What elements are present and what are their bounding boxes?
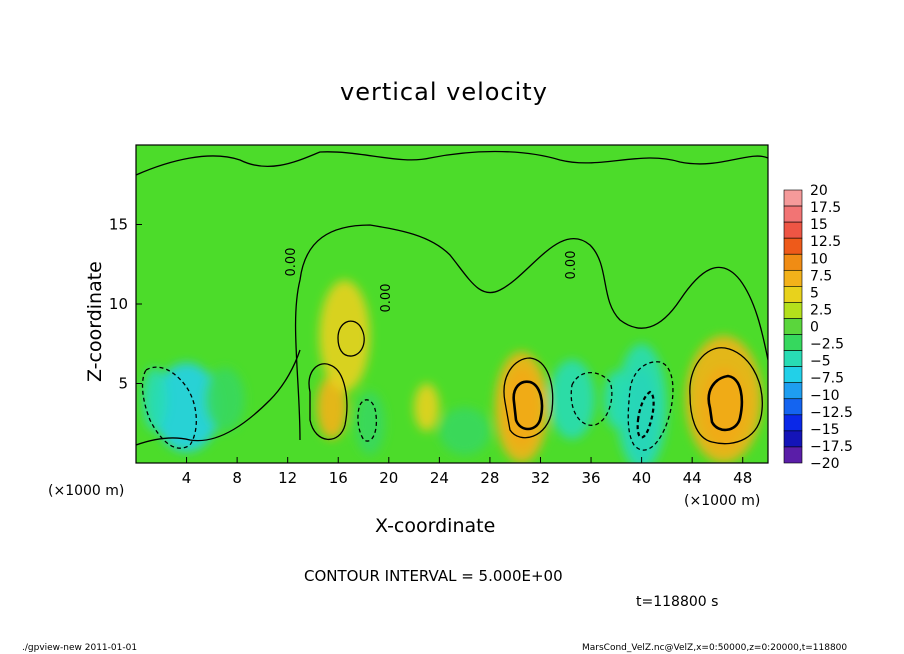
contour-interval: CONTOUR INTERVAL = 5.000E+00: [304, 567, 563, 585]
contour-label-1: 0.00: [564, 251, 579, 280]
colorbar-label-11: −7.5: [810, 371, 844, 387]
x-tick-label-8: 8: [232, 469, 242, 487]
contour-ring-30: [503, 357, 554, 439]
x-tick-label-12: 12: [278, 469, 297, 487]
colorbar-label-13: −12.5: [810, 405, 853, 421]
x-unit-right: (×1000 m): [684, 493, 761, 509]
x-tick-label-24: 24: [430, 469, 449, 487]
field-blob-8: [494, 351, 549, 463]
zero-contour-left: [136, 349, 301, 446]
colorbar-label-12: −10: [810, 388, 840, 404]
colorbar-label-0: 20: [810, 183, 828, 199]
colorbar-label-5: 7.5: [810, 268, 832, 284]
contour-ring-upper16: [337, 320, 365, 357]
colorbar-label-9: −2.5: [810, 337, 844, 353]
colorbar-swatch-11: [783, 366, 803, 384]
colorbar-label-16: −20: [810, 456, 840, 472]
field-blob-14: [685, 335, 762, 463]
colorbar-label-4: 10: [810, 251, 828, 267]
field-blob-12: [616, 343, 667, 463]
x-tick-label-16: 16: [329, 469, 348, 487]
colorbar-swatch-13: [783, 398, 803, 416]
colorbar-swatch-4: [783, 253, 803, 271]
colorbar-label-8: 0: [810, 320, 819, 336]
x-tick-label-44: 44: [683, 469, 702, 487]
field-blob-2: [204, 367, 245, 432]
x-tick-label-32: 32: [531, 469, 550, 487]
colorbar-swatch-15: [783, 430, 803, 448]
field-blob-15: [439, 407, 490, 456]
zero-contour-mid: [294, 224, 768, 441]
contour-label-2: 0.00: [379, 284, 394, 313]
y-axis-label: Z-coordinate: [84, 261, 106, 382]
colorbar-swatch-0: [783, 189, 803, 207]
colorbar-swatch-2: [783, 221, 803, 239]
time-stamp: t=118800 s: [636, 594, 719, 610]
x-tick-label-28: 28: [480, 469, 499, 487]
chart-title: vertical velocity: [340, 78, 548, 106]
colorbar-swatch-12: [783, 382, 803, 400]
footer-left: ./gpview-new 2011-01-01: [22, 643, 138, 653]
zero-contour-upper: [136, 150, 768, 176]
x-tick-label-20: 20: [379, 469, 398, 487]
colorbar-swatch-1: [783, 205, 803, 223]
contour-ring-46: [689, 347, 763, 445]
colorbar-swatch-10: [783, 350, 803, 367]
contour-ring-30-inner: [512, 380, 544, 431]
footer-right: MarsCond_VelZ.nc@VelZ,x=0:50000,z=0:2000…: [582, 643, 848, 653]
colorbar-label-15: −17.5: [810, 439, 853, 455]
colorbar-swatch-14: [783, 414, 803, 432]
x-axis-label: X-coordinate: [375, 515, 496, 537]
y-tick-label-10: 10: [109, 295, 128, 313]
y-tick-label-15: 15: [109, 216, 128, 234]
colorbar-label-14: −15: [810, 422, 840, 438]
y-tick-label-5: 5: [118, 375, 128, 393]
contour-label-0: 0.00: [284, 248, 299, 277]
colorbar-label-7: 2.5: [810, 302, 832, 318]
field-blob-1: [142, 367, 168, 432]
contour-ring-46-inner: [707, 374, 744, 432]
colorbar-swatch-7: [783, 302, 803, 319]
plot-area: [136, 145, 768, 463]
field-blob-3: [316, 375, 348, 440]
contour-ring-16: [308, 363, 348, 441]
contour-dashed-18: [357, 399, 378, 442]
colorbar-swatch-9: [783, 334, 803, 351]
x-tick-label-48: 48: [733, 469, 752, 487]
x-tick-label-36: 36: [581, 469, 600, 487]
field-blob-0: [153, 362, 220, 452]
colorbar-label-1: 17.5: [810, 200, 841, 216]
x-tick-label-40: 40: [632, 469, 651, 487]
colorbar-swatch-3: [783, 237, 803, 255]
x-unit-left: (×1000 m): [48, 483, 125, 499]
colorbar-label-10: −5: [810, 354, 831, 370]
field-blob-6: [414, 383, 440, 432]
colorbar-label-3: 12.5: [810, 234, 841, 250]
colorbar-swatch-8: [783, 318, 803, 335]
colorbar-swatch-6: [783, 286, 803, 303]
colorbar-swatch-16: [783, 446, 803, 464]
field-blob-4: [319, 280, 370, 392]
contour-dashed-35: [570, 371, 613, 426]
field-blob-5: [354, 391, 386, 456]
colorbar-swatch-5: [783, 269, 803, 287]
colorbar-label-2: 15: [810, 217, 828, 233]
colorbar-label-6: 5: [810, 285, 819, 301]
x-tick-label-4: 4: [182, 469, 192, 487]
